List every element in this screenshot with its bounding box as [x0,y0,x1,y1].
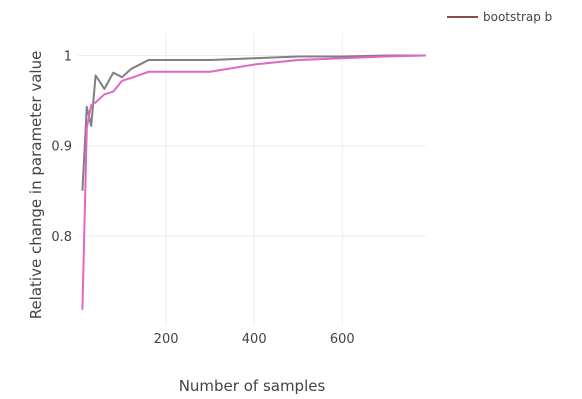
y-tick-label: 1 [64,50,72,65]
series-lines [81,54,427,310]
y-axis-title: Relative change in parameter value [27,51,45,320]
legend[interactable]: bootstrap b [447,10,552,24]
x-tick-label: 400 [242,332,267,347]
x-axis-title: Number of samples [179,377,326,395]
x-axis-ticks: 200 400 600 [154,332,355,347]
y-axis-ticks: 0.8 0.9 1 [51,50,72,245]
series-line-1 [81,54,426,191]
series-line-2 [81,54,427,310]
x-tick-label: 600 [330,332,355,347]
x-tick-label: 200 [154,332,179,347]
grid [78,33,426,326]
y-tick-label: 0.8 [51,230,72,245]
y-tick-label: 0.9 [51,140,72,155]
legend-label-bootstrap-b[interactable]: bootstrap b [483,10,552,24]
